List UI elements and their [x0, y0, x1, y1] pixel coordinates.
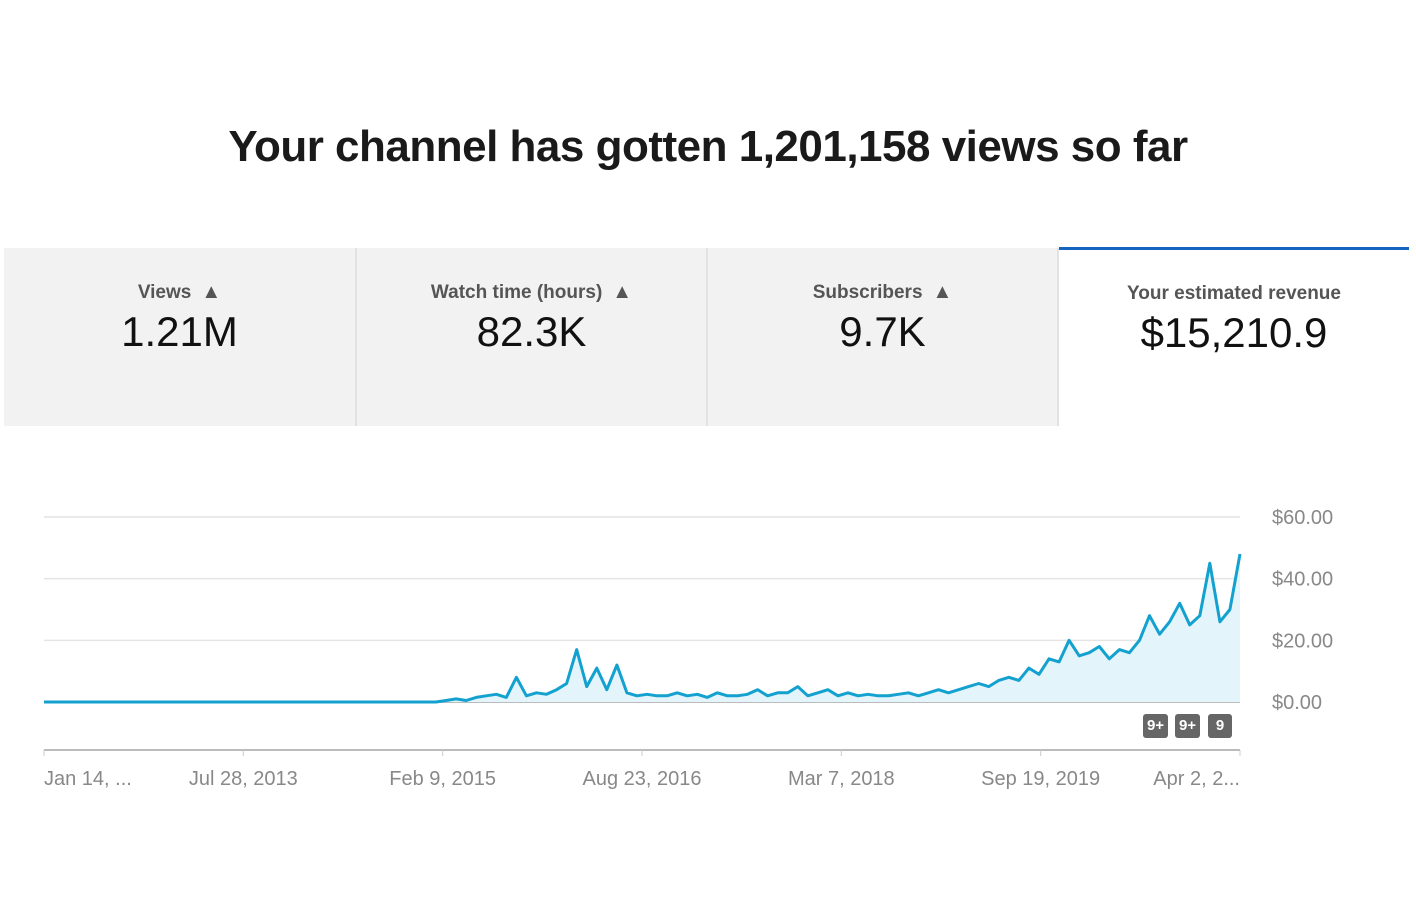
y-tick-label: $60.00	[1272, 507, 1333, 529]
series-line	[44, 553, 1242, 704]
metric-label: Your estimated revenue	[1126, 283, 1341, 304]
page-headline: Your channel has gotten 1,201,158 views …	[228, 122, 1188, 171]
metric-card-revenue[interactable]: Your estimated revenue $15,210.9	[1059, 247, 1409, 428]
x-tick-label: Feb 9, 2015	[389, 768, 496, 790]
y-tick-label: $0.00	[1272, 692, 1322, 714]
metric-card-subscribers[interactable]: Subscribers ▲ 9.7K	[708, 248, 1059, 426]
metric-value: $15,210.9	[1140, 309, 1328, 356]
metric-label: Subscribers	[812, 282, 923, 303]
revenue-chart: $60.00 $40.00 $20.00 $0.00 Jan 14, ... Jul 28…	[43, 507, 1333, 790]
metric-value: 1.21M	[121, 308, 238, 355]
area-fill	[44, 554, 1240, 702]
warning-icon: ▲	[612, 281, 633, 303]
annotation-badge[interactable]: 9+	[1175, 714, 1200, 738]
x-tick-label: Apr 2, 2...	[1153, 768, 1240, 790]
metric-value: 82.3K	[476, 308, 587, 355]
x-tick-label: Jul 28, 2013	[189, 768, 298, 790]
y-tick-label: $20.00	[1272, 630, 1333, 652]
x-tick-label: Aug 23, 2016	[583, 768, 702, 790]
warning-icon: ▲	[201, 281, 222, 303]
metric-label: Watch time (hours)	[430, 282, 603, 303]
metric-value: 9.7K	[839, 308, 926, 355]
metric-card-views[interactable]: Views ▲ 1.21M	[4, 248, 357, 426]
annotation-badge[interactable]: 9	[1208, 714, 1232, 738]
warning-icon: ▲	[932, 281, 953, 303]
annotation-badge[interactable]: 9+	[1143, 714, 1168, 738]
x-tick-label: Jan 14, ...	[44, 768, 132, 790]
metric-label: Views	[137, 282, 192, 303]
x-tick-label: Mar 7, 2018	[788, 768, 895, 790]
y-tick-label: $40.00	[1272, 569, 1333, 591]
x-tick-label: Sep 19, 2019	[981, 768, 1100, 790]
metric-card-watch-time[interactable]: Watch time (hours) ▲ 82.3K	[357, 248, 708, 426]
